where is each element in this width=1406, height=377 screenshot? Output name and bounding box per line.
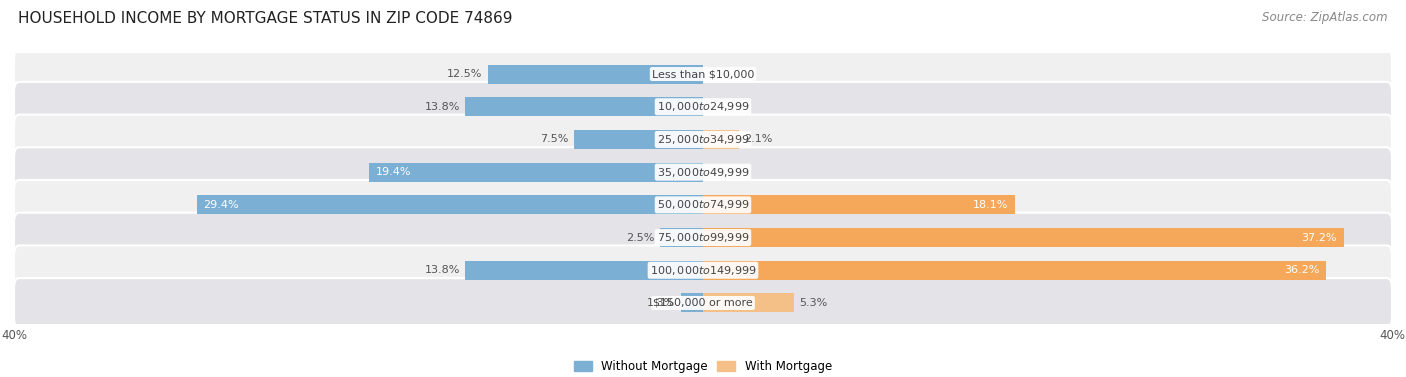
Text: Less than $10,000: Less than $10,000 [652, 69, 754, 79]
Text: $150,000 or more: $150,000 or more [654, 298, 752, 308]
Text: 29.4%: 29.4% [204, 200, 239, 210]
Bar [465, 261, 703, 280]
Text: 12.5%: 12.5% [447, 69, 482, 79]
Text: 19.4%: 19.4% [375, 167, 411, 177]
Text: 13.8%: 13.8% [425, 265, 460, 275]
Text: 5.3%: 5.3% [800, 298, 828, 308]
Text: 36.2%: 36.2% [1284, 265, 1320, 275]
Bar [488, 64, 703, 84]
Text: 1.3%: 1.3% [647, 298, 675, 308]
Text: Source: ZipAtlas.com: Source: ZipAtlas.com [1263, 11, 1388, 24]
Text: 13.8%: 13.8% [425, 102, 460, 112]
Text: HOUSEHOLD INCOME BY MORTGAGE STATUS IN ZIP CODE 74869: HOUSEHOLD INCOME BY MORTGAGE STATUS IN Z… [18, 11, 513, 26]
FancyBboxPatch shape [14, 82, 1392, 132]
FancyBboxPatch shape [14, 213, 1392, 262]
Text: $100,000 to $149,999: $100,000 to $149,999 [650, 264, 756, 277]
Bar [703, 195, 1015, 215]
Text: 2.1%: 2.1% [744, 135, 773, 144]
Text: $10,000 to $24,999: $10,000 to $24,999 [657, 100, 749, 113]
Bar [197, 195, 703, 215]
Bar [703, 261, 1326, 280]
Text: $75,000 to $99,999: $75,000 to $99,999 [657, 231, 749, 244]
FancyBboxPatch shape [14, 147, 1392, 197]
Bar [703, 130, 740, 149]
FancyBboxPatch shape [14, 180, 1392, 230]
Text: $50,000 to $74,999: $50,000 to $74,999 [657, 198, 749, 211]
Bar [368, 162, 703, 182]
Text: $35,000 to $49,999: $35,000 to $49,999 [657, 166, 749, 179]
Text: 18.1%: 18.1% [973, 200, 1008, 210]
Text: 7.5%: 7.5% [540, 135, 568, 144]
Bar [703, 228, 1344, 247]
Bar [659, 228, 703, 247]
Text: 2.5%: 2.5% [627, 233, 655, 242]
Bar [681, 293, 703, 313]
FancyBboxPatch shape [14, 115, 1392, 164]
FancyBboxPatch shape [14, 245, 1392, 295]
Bar [703, 293, 794, 313]
Text: 37.2%: 37.2% [1302, 233, 1337, 242]
FancyBboxPatch shape [14, 278, 1392, 328]
Legend: Without Mortgage, With Mortgage: Without Mortgage, With Mortgage [569, 356, 837, 377]
Text: $25,000 to $34,999: $25,000 to $34,999 [657, 133, 749, 146]
Bar [574, 130, 703, 149]
Bar [465, 97, 703, 116]
FancyBboxPatch shape [14, 49, 1392, 99]
